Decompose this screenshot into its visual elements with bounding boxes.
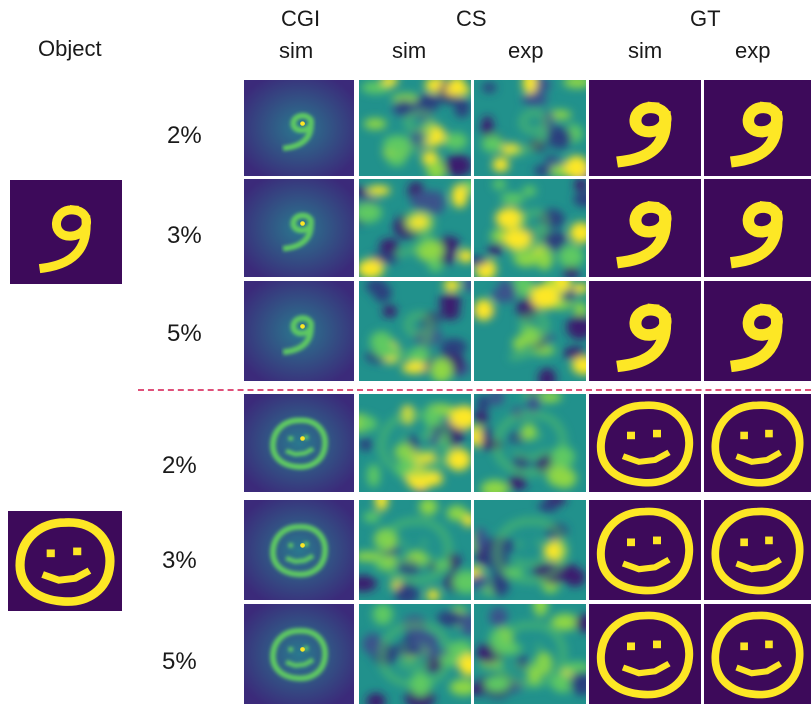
row-label-ratio: 5% <box>162 648 197 675</box>
tile-gt-sim-smiley-face <box>589 394 701 492</box>
header-object: Object <box>38 36 102 61</box>
tile-cs-exp-smiley-face <box>474 394 586 492</box>
header-gt: GT <box>690 6 721 31</box>
section-divider <box>138 389 811 391</box>
header-cgi-sim: sim <box>279 38 314 63</box>
tile-cs-sim-smiley-face <box>359 500 471 600</box>
tile-gt-sim-digit-nine <box>589 179 701 277</box>
tile-gt-exp-smiley-face <box>704 604 811 704</box>
tile-cs-sim-digit-nine <box>359 281 471 381</box>
tile-gt-sim-digit-nine <box>589 80 701 176</box>
tile-cs-sim-smiley-face <box>359 394 471 492</box>
tile-cs-sim-digit-nine <box>359 80 471 176</box>
tile-gt-sim-smiley-face <box>589 604 701 704</box>
header-cgi: CGI <box>281 6 321 31</box>
tile-gt-exp-digit-nine <box>704 179 811 277</box>
tile-cgi-sim-smiley-face <box>244 604 354 704</box>
tile-gt-sim-digit-nine <box>589 281 701 381</box>
tile-cs-exp-digit-nine <box>474 80 586 176</box>
tile-cs-sim-smiley-face <box>359 604 471 704</box>
tile-gt-sim-smiley-face <box>589 500 701 600</box>
tile-cs-exp-digit-nine <box>474 281 586 381</box>
tile-cgi-sim-smiley-face <box>244 500 354 600</box>
row-label-ratio: 5% <box>167 320 202 347</box>
row-label-ratio: 3% <box>167 222 202 249</box>
header-gt-exp: exp <box>735 38 771 63</box>
tile-cgi-sim-digit-nine <box>244 179 354 277</box>
tile-gt-exp-digit-nine <box>704 281 811 381</box>
tile-cs-exp-smiley-face <box>474 500 586 600</box>
tile-gt-exp-smiley-face <box>704 500 811 600</box>
tile-cs-exp-smiley-face <box>474 604 586 704</box>
tile-gt-exp-digit-nine <box>704 80 811 176</box>
tile-cgi-sim-digit-nine <box>244 80 354 176</box>
header-cs: CS <box>456 6 487 31</box>
row-label-ratio: 3% <box>162 547 197 574</box>
row-label-ratio: 2% <box>162 452 197 479</box>
row-label-ratio: 2% <box>167 122 202 149</box>
header-gt-sim: sim <box>628 38 663 63</box>
object-smiley-face <box>8 511 122 611</box>
tile-cgi-sim-smiley-face <box>244 394 354 492</box>
header-cs-exp: exp <box>508 38 544 63</box>
header-cs-sim: sim <box>392 38 427 63</box>
tile-cs-sim-digit-nine <box>359 179 471 277</box>
tile-gt-exp-smiley-face <box>704 394 811 492</box>
tile-cgi-sim-digit-nine <box>244 281 354 381</box>
object-digit-nine <box>10 180 122 284</box>
tile-cs-exp-digit-nine <box>474 179 586 277</box>
